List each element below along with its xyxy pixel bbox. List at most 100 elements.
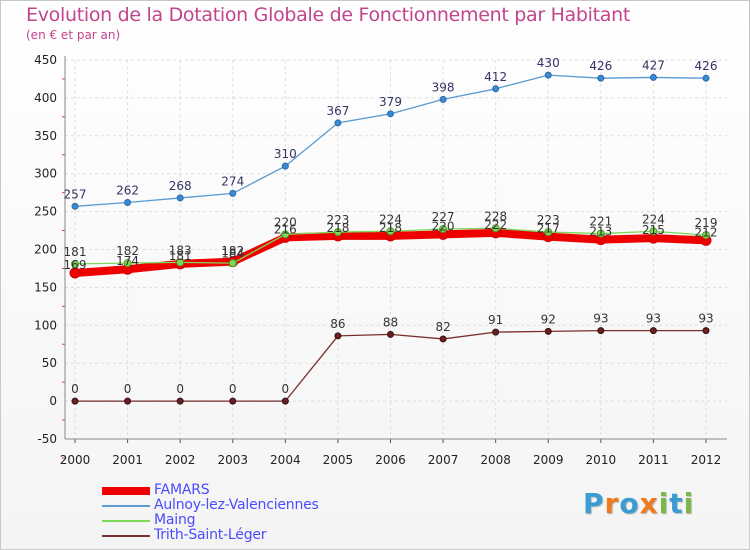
data-label: 182 <box>116 244 139 258</box>
data-point <box>281 397 289 405</box>
legend-label-aulnoy: Aulnoy-lez-Valenciennes <box>154 497 319 513</box>
data-label: 86 <box>330 317 345 331</box>
x-tick-label: 2010 <box>586 453 617 467</box>
x-tick-label: 2003 <box>217 453 248 467</box>
legend-label-trith: Trith-Saint-Léger <box>154 527 267 543</box>
y-tick-label: 450 <box>34 53 57 67</box>
data-label: 0 <box>176 382 184 396</box>
data-label: 0 <box>229 382 237 396</box>
data-point <box>702 231 710 240</box>
data-point <box>702 327 710 335</box>
data-label: 217 <box>537 222 560 236</box>
data-point <box>439 335 447 343</box>
data-label: 183 <box>169 243 192 257</box>
data-label: 93 <box>698 312 713 326</box>
data-point <box>123 259 132 268</box>
data-label: 0 <box>71 382 79 396</box>
chart-subtitle: (en € et par an) <box>26 28 121 42</box>
data-point <box>386 227 395 236</box>
logo-letter: r <box>604 487 620 520</box>
data-label: 92 <box>541 312 556 326</box>
data-label: 212 <box>695 225 718 239</box>
x-tick-label: 2012 <box>691 453 722 467</box>
x-tick-label: 2001 <box>112 453 143 467</box>
legend-swatch-maing <box>102 520 150 522</box>
data-point <box>176 397 184 405</box>
data-label: 219 <box>695 216 718 230</box>
data-point <box>124 397 132 405</box>
data-label: 228 <box>484 209 507 223</box>
data-label: 274 <box>221 174 244 188</box>
data-label: 88 <box>383 315 398 329</box>
data-label: 218 <box>379 221 402 235</box>
data-point <box>649 227 658 236</box>
proxiti-logo: Proxiti <box>583 487 694 520</box>
legend-label-famars: FAMARS <box>154 482 210 498</box>
data-point <box>596 229 605 238</box>
data-label: 181 <box>169 249 192 263</box>
data-label: 310 <box>274 147 297 161</box>
legend-swatch-famars <box>102 487 150 495</box>
data-point <box>228 259 237 268</box>
data-point <box>544 327 552 335</box>
data-point <box>281 162 289 170</box>
data-point <box>492 85 500 93</box>
data-label: 268 <box>169 179 192 193</box>
data-point <box>334 119 342 127</box>
data-label: 184 <box>221 247 244 261</box>
data-label: 174 <box>116 254 139 268</box>
data-point <box>229 397 237 405</box>
y-tick-label: 300 <box>34 167 57 181</box>
data-label: 224 <box>642 212 665 226</box>
data-label: 412 <box>484 70 507 84</box>
x-tick-label: 2004 <box>270 453 301 467</box>
data-point <box>491 224 500 233</box>
legend-label-maing: Maing <box>154 512 196 528</box>
data-point <box>281 230 290 239</box>
data-point <box>124 199 132 207</box>
x-tick-label: 2002 <box>165 453 196 467</box>
data-label: 426 <box>589 59 612 73</box>
data-point <box>333 228 342 237</box>
data-point <box>649 73 657 81</box>
data-point <box>439 225 448 234</box>
y-tick-label: 400 <box>34 91 57 105</box>
data-label: 222 <box>484 218 507 232</box>
x-tick-label: 2009 <box>533 453 564 467</box>
data-label: 181 <box>64 245 87 259</box>
data-label: 0 <box>124 382 132 396</box>
y-tick-label: 150 <box>34 280 57 294</box>
data-label: 367 <box>326 104 349 118</box>
data-point <box>544 71 552 79</box>
x-tick-label: 2006 <box>375 453 406 467</box>
data-label: 426 <box>695 59 718 73</box>
x-tick-label: 2007 <box>428 453 459 467</box>
data-label: 398 <box>432 80 455 94</box>
logo-letter: i <box>683 487 695 520</box>
y-tick-label: 250 <box>34 205 57 219</box>
logo-letter: P <box>583 487 605 520</box>
data-point <box>597 74 605 82</box>
data-point <box>492 328 500 336</box>
data-label: 213 <box>589 225 612 239</box>
data-point <box>439 95 447 103</box>
data-point <box>176 258 185 267</box>
data-point <box>69 267 81 279</box>
data-point <box>387 330 394 338</box>
x-tick-label: 2005 <box>323 453 354 467</box>
data-label: 220 <box>274 215 297 229</box>
y-tick-label: 350 <box>34 129 57 143</box>
data-label: 427 <box>642 58 665 72</box>
data-label: 223 <box>326 213 349 227</box>
data-label: 227 <box>432 210 455 224</box>
y-tick-label: 50 <box>42 356 57 370</box>
data-point <box>702 74 710 82</box>
data-point <box>649 327 657 335</box>
data-label: 257 <box>64 187 87 201</box>
data-point <box>71 259 79 268</box>
data-point <box>544 228 553 237</box>
data-label: 215 <box>642 223 665 237</box>
data-label: 93 <box>646 312 661 326</box>
